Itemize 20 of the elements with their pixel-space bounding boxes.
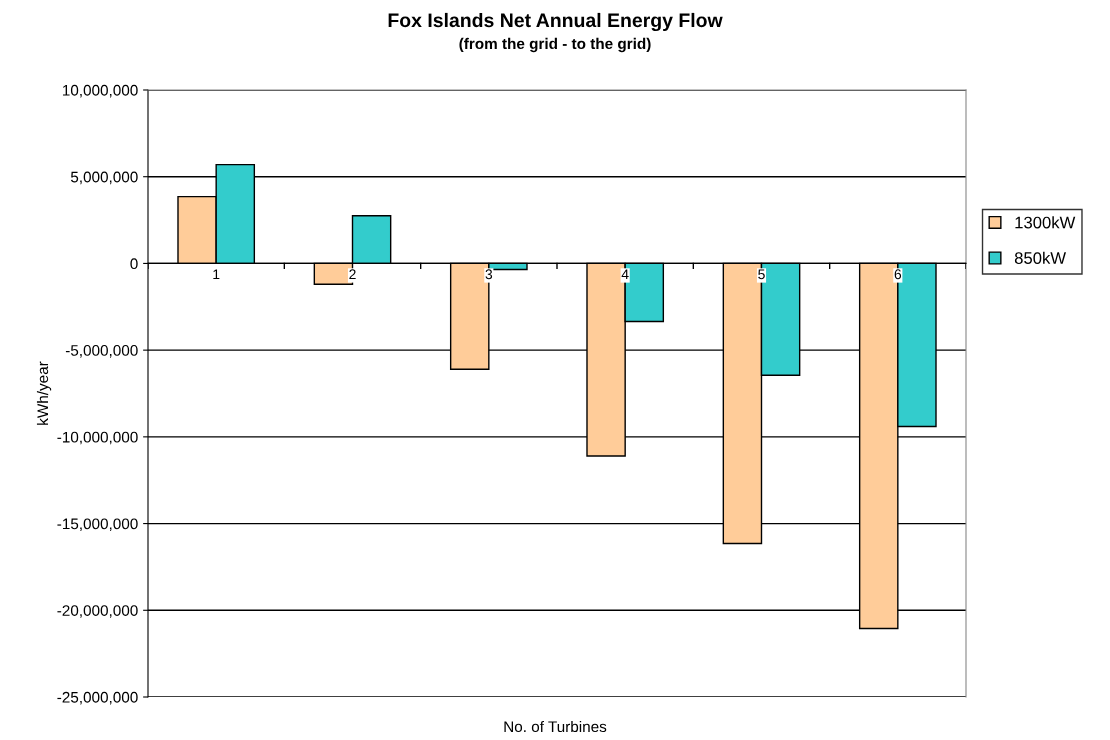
y-tick-label: -20,000,000 bbox=[57, 605, 138, 618]
chart-title: Fox Islands Net Annual Energy Flow bbox=[388, 12, 723, 32]
x-tick-label: 6 bbox=[894, 269, 902, 280]
x-tick-label: 2 bbox=[349, 269, 356, 280]
chart-subtitle: (from the grid - to the grid) bbox=[459, 37, 651, 53]
y-tick-label: 5,000,000 bbox=[70, 171, 138, 185]
y-tick-label: -10,000,000 bbox=[57, 431, 138, 445]
y-tick-label: 0 bbox=[130, 258, 138, 270]
legend-label: 850kW bbox=[1014, 251, 1066, 264]
y-tick-label: -15,000,000 bbox=[57, 518, 138, 532]
x-axis-title: No. of Turbines bbox=[504, 720, 607, 733]
x-tick-label: 1 bbox=[213, 269, 220, 280]
y-axis-title: kWh/year bbox=[36, 361, 52, 425]
legend-label: 1300kW bbox=[1015, 216, 1076, 229]
x-tick-label: 5 bbox=[758, 269, 765, 280]
x-tick-label: 3 bbox=[485, 269, 493, 280]
y-tick-label: -5,000,000 bbox=[65, 345, 138, 358]
y-tick-label: -25,000,000 bbox=[57, 691, 138, 705]
x-tick-label: 4 bbox=[621, 269, 629, 280]
y-tick-label: 10,000,000 bbox=[62, 84, 138, 98]
